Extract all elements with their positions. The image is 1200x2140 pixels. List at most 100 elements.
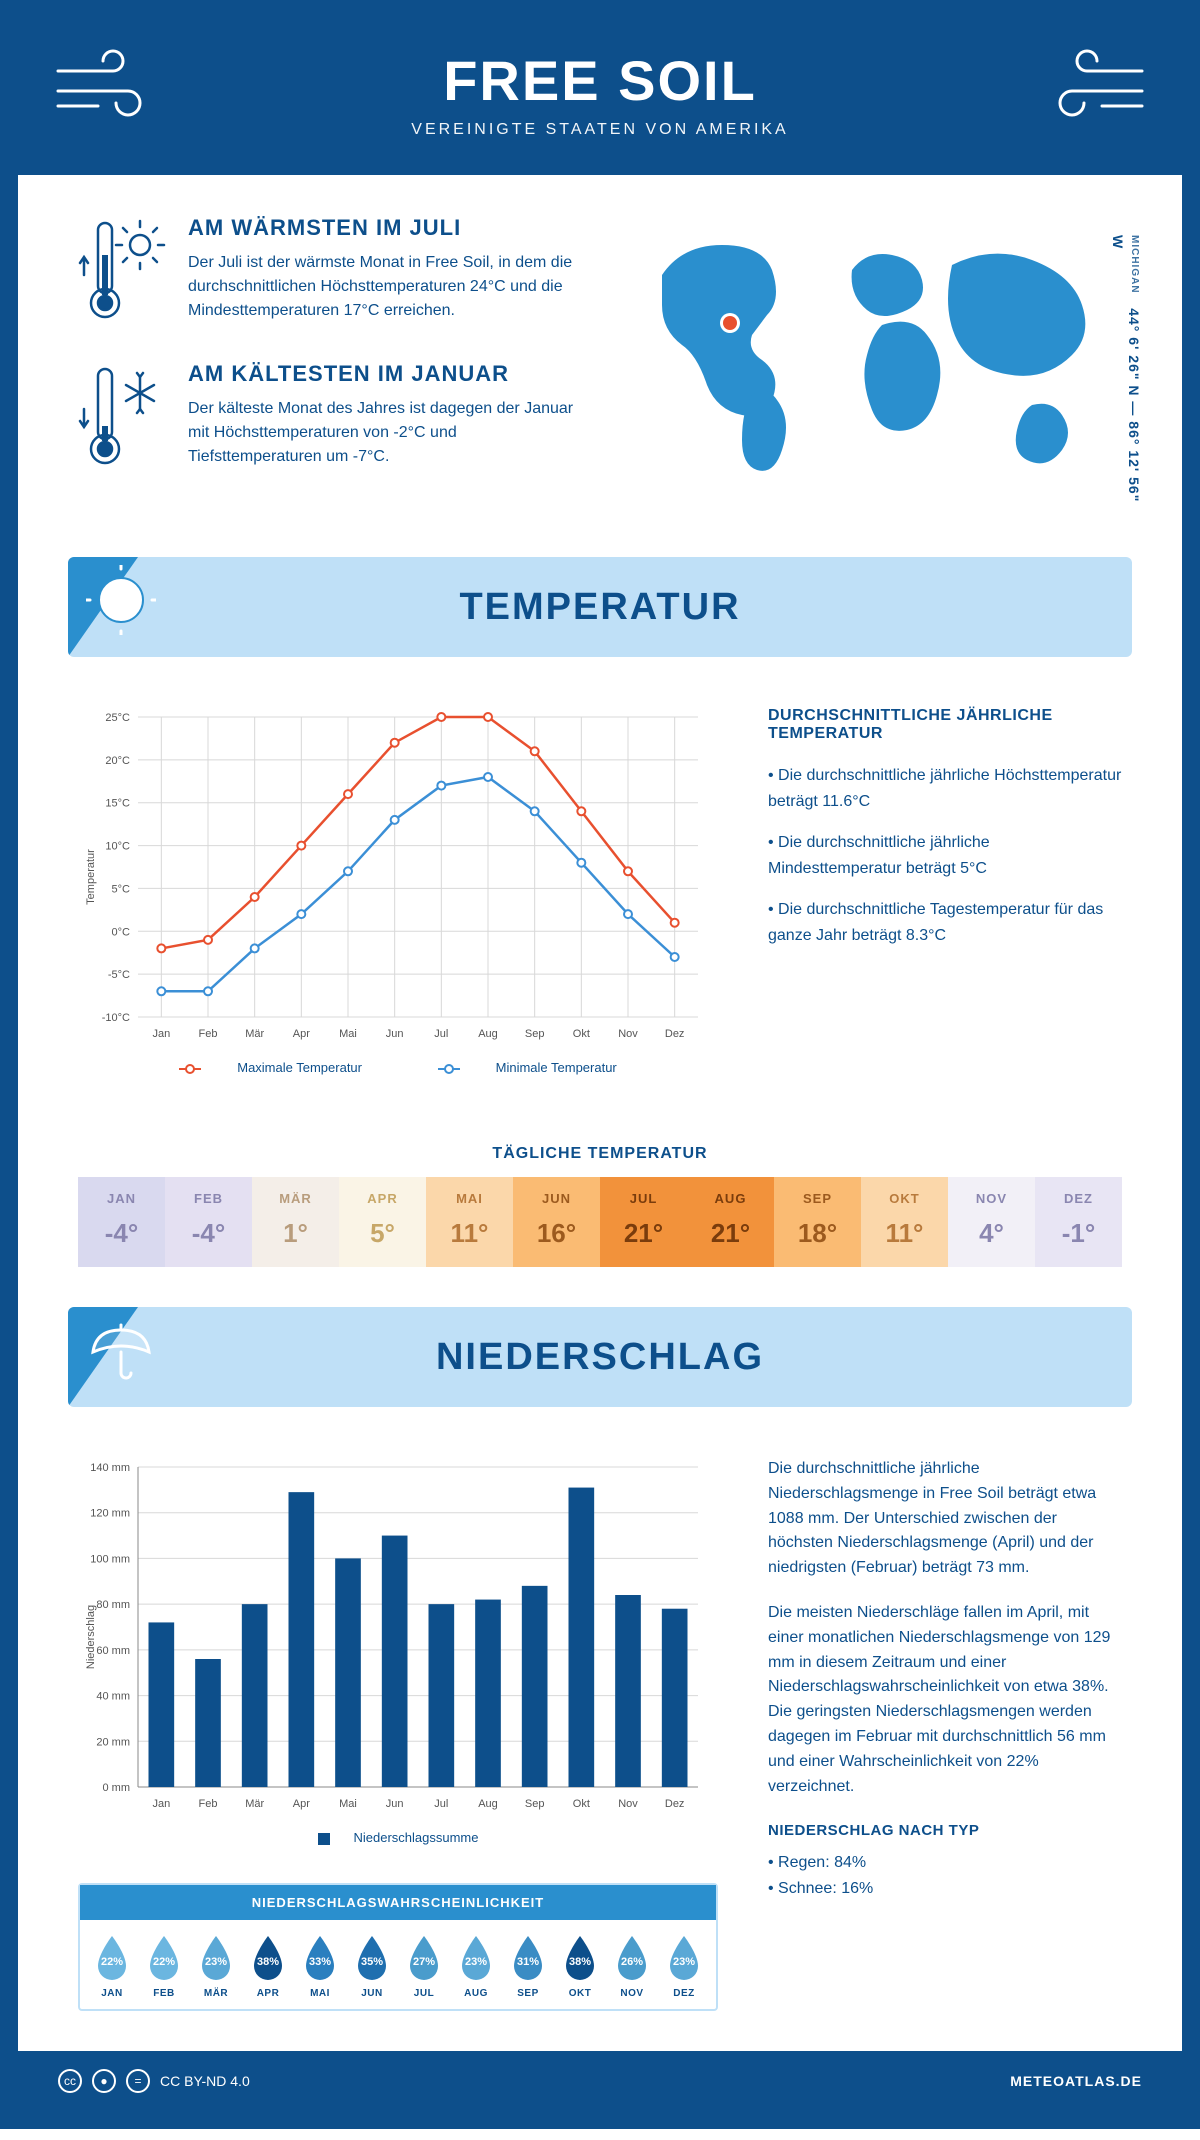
temperature-legend: Maximale Temperatur Minimale Temperatur — [78, 1052, 718, 1095]
probability-cell: 27%JUL — [398, 1934, 450, 1999]
svg-text:-5°C: -5°C — [108, 969, 130, 981]
svg-text:Feb: Feb — [199, 1798, 218, 1810]
probability-cell: 22%FEB — [138, 1934, 190, 1999]
svg-text:Jul: Jul — [434, 1028, 448, 1040]
sun-icon — [86, 565, 156, 635]
world-map: MICHIGAN 44° 6' 26" N — 86° 12' 56" W — [622, 215, 1122, 507]
temperature-title: TEMPERATUR — [68, 586, 1132, 629]
svg-text:15°C: 15°C — [105, 798, 130, 810]
probability-cell: 38%OKT — [554, 1934, 606, 1999]
svg-text:Aug: Aug — [478, 1028, 498, 1040]
svg-text:Okt: Okt — [573, 1798, 590, 1810]
thermometer-cold-icon — [78, 361, 168, 471]
svg-text:-10°C: -10°C — [102, 1012, 130, 1024]
svg-text:Aug: Aug — [478, 1798, 498, 1810]
svg-text:Temperatur: Temperatur — [85, 849, 97, 905]
wind-icon — [48, 46, 168, 126]
svg-text:5°C: 5°C — [112, 883, 131, 895]
daily-temp-cell: JAN-4° — [78, 1177, 165, 1267]
coldest-text: Der kälteste Monat des Jahres ist dagege… — [188, 397, 582, 469]
svg-text:Jan: Jan — [152, 1028, 170, 1040]
daily-temp-cell: APR5° — [339, 1177, 426, 1267]
precip-type-line: • Schnee: 16% — [768, 1877, 1122, 1902]
svg-text:20 mm: 20 mm — [96, 1736, 130, 1748]
probability-cell: 35%JUN — [346, 1934, 398, 1999]
svg-text:Jun: Jun — [386, 1028, 404, 1040]
temperature-section-banner: TEMPERATUR — [68, 557, 1132, 657]
svg-text:Mai: Mai — [339, 1798, 357, 1810]
precip-para1: Die durchschnittliche jährliche Niedersc… — [768, 1457, 1122, 1581]
precipitation-section-banner: NIEDERSCHLAG — [68, 1307, 1132, 1407]
daily-temp-cell: JUL21° — [600, 1177, 687, 1267]
temp-bullet: • Die durchschnittliche jährliche Mindes… — [768, 830, 1122, 881]
svg-text:80 mm: 80 mm — [96, 1599, 130, 1611]
warmest-block: AM WÄRMSTEN IM JULI Der Juli ist der wär… — [78, 215, 582, 325]
probability-cell: 23%MÄR — [190, 1934, 242, 1999]
svg-text:60 mm: 60 mm — [96, 1645, 130, 1657]
daily-temp-cell: OKT11° — [861, 1177, 948, 1267]
wind-icon — [1032, 46, 1152, 126]
header: FREE SOIL VEREINIGTE STAATEN VON AMERIKA — [18, 18, 1182, 175]
daily-temp-cell: NOV4° — [948, 1177, 1035, 1267]
svg-text:Apr: Apr — [293, 1028, 310, 1040]
precipitation-probability-box: NIEDERSCHLAGSWAHRSCHEINLICHKEIT 22%JAN22… — [78, 1883, 718, 2011]
svg-text:Niederschlag: Niederschlag — [85, 1605, 97, 1669]
daily-temp-table: JAN-4°FEB-4°MÄR1°APR5°MAI11°JUN16°JUL21°… — [78, 1177, 1122, 1267]
probability-cell: 38%APR — [242, 1934, 294, 1999]
daily-temp-cell: FEB-4° — [165, 1177, 252, 1267]
warmest-text: Der Juli ist der wärmste Monat in Free S… — [188, 251, 582, 323]
precipitation-bar-chart: 0 mm 20 mm 40 mm 60 mm 80 mm 100 mm 120 mm 140 … — [78, 1457, 718, 1817]
daily-temp-cell: MAI11° — [426, 1177, 513, 1267]
svg-text:25°C: 25°C — [105, 712, 130, 724]
coordinates: MICHIGAN 44° 6' 26" N — 86° 12' 56" W — [1110, 235, 1142, 507]
svg-text:100 mm: 100 mm — [90, 1553, 130, 1565]
svg-text:Sep: Sep — [525, 1028, 545, 1040]
daily-temp-cell: SEP18° — [774, 1177, 861, 1267]
cc-icon: cc — [58, 2069, 82, 2093]
svg-text:Mär: Mär — [245, 1798, 264, 1810]
temperature-line-chart: -10°C-5°C0°C5°C10°C15°C20°C25°CJanFebMär… — [78, 707, 718, 1047]
svg-text:Okt: Okt — [573, 1028, 590, 1040]
thermometer-hot-icon — [78, 215, 168, 325]
svg-text:Jul: Jul — [434, 1798, 448, 1810]
precipitation-legend: Niederschlagssumme — [78, 1822, 718, 1865]
license-text: CC BY-ND 4.0 — [160, 2073, 250, 2089]
probability-cell: 22%JAN — [86, 1934, 138, 1999]
umbrella-icon — [86, 1315, 156, 1385]
probability-cell: 26%NOV — [606, 1934, 658, 1999]
page-subtitle: VEREINIGTE STAATEN VON AMERIKA — [38, 121, 1162, 139]
daily-temp-cell: DEZ-1° — [1035, 1177, 1122, 1267]
svg-text:Dez: Dez — [665, 1028, 685, 1040]
daily-temp-cell: MÄR1° — [252, 1177, 339, 1267]
precipitation-title: NIEDERSCHLAG — [68, 1336, 1132, 1379]
svg-text:Nov: Nov — [618, 1798, 638, 1810]
site-name: METEOATLAS.DE — [1010, 2073, 1142, 2089]
by-icon: ● — [92, 2069, 116, 2093]
coldest-block: AM KÄLTESTEN IM JANUAR Der kälteste Mona… — [78, 361, 582, 471]
svg-text:40 mm: 40 mm — [96, 1691, 130, 1703]
precip-type-line: • Regen: 84% — [768, 1851, 1122, 1876]
precip-para2: Die meisten Niederschläge fallen im Apri… — [768, 1601, 1122, 1799]
svg-text:Dez: Dez — [665, 1798, 685, 1810]
daily-temp-cell: JUN16° — [513, 1177, 600, 1267]
svg-text:Jan: Jan — [152, 1798, 170, 1810]
probability-cell: 23%DEZ — [658, 1934, 710, 1999]
svg-text:Sep: Sep — [525, 1798, 545, 1810]
nd-icon: = — [126, 2069, 150, 2093]
svg-text:10°C: 10°C — [105, 841, 130, 853]
svg-text:Mai: Mai — [339, 1028, 357, 1040]
svg-text:140 mm: 140 mm — [90, 1462, 130, 1474]
svg-text:0 mm: 0 mm — [103, 1782, 131, 1794]
svg-text:120 mm: 120 mm — [90, 1508, 130, 1520]
footer: cc ● = CC BY-ND 4.0 METEOATLAS.DE — [18, 2051, 1182, 2111]
daily-temp-title: TÄGLICHE TEMPERATUR — [18, 1145, 1182, 1163]
svg-text:0°C: 0°C — [112, 926, 131, 938]
svg-text:Apr: Apr — [293, 1798, 310, 1810]
probability-cell: 33%MAI — [294, 1934, 346, 1999]
probability-cell: 23%AUG — [450, 1934, 502, 1999]
precip-type-title: NIEDERSCHLAG NACH TYP — [768, 1819, 1122, 1842]
svg-text:Mär: Mär — [245, 1028, 264, 1040]
svg-text:Jun: Jun — [386, 1798, 404, 1810]
temp-summary-title: DURCHSCHNITTLICHE JÄHRLICHE TEMPERATUR — [768, 707, 1122, 743]
warmest-title: AM WÄRMSTEN IM JULI — [188, 215, 582, 241]
